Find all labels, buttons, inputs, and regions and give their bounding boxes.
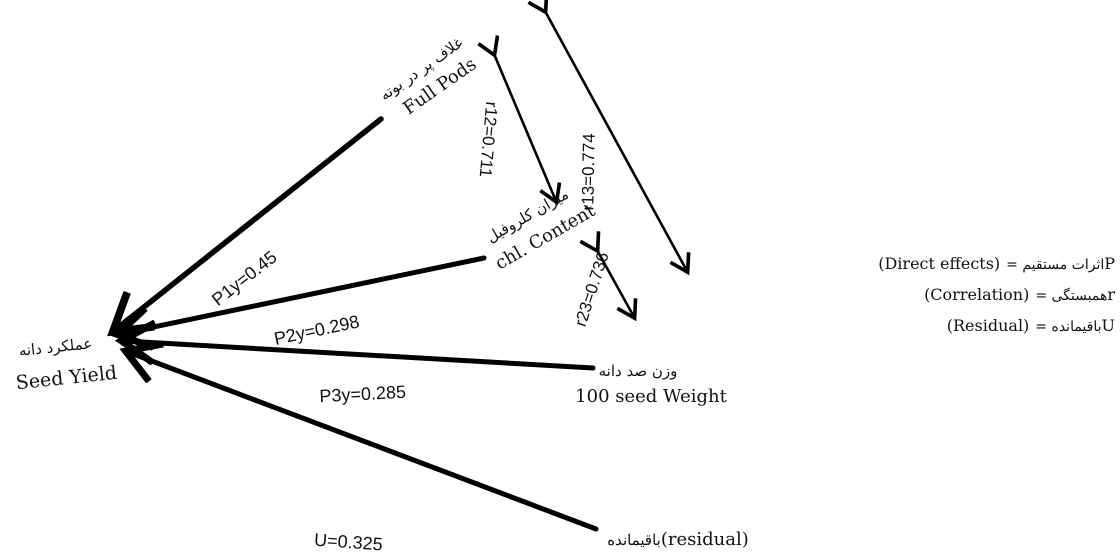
- legend-residual-en: (Residual): [947, 316, 1030, 335]
- legend-residual-fa: = باقیمانده: [1035, 319, 1101, 335]
- legend-residual-key: U: [1102, 316, 1115, 335]
- residual-label-en: (residual): [661, 529, 749, 550]
- r12-label: r12=0.711: [476, 101, 502, 178]
- residual-label: باقیمانده(residual): [607, 529, 749, 550]
- legend-correlation-key: r: [1107, 285, 1115, 304]
- legend-correlation-en: (Correlation): [924, 285, 1029, 304]
- p3y-label: P3y=0.285: [319, 382, 407, 407]
- legend-residual: (Residual) = باقیماندهU: [947, 316, 1115, 335]
- arrow-chl-to-yield: [120, 255, 487, 334]
- seed-weight-label-en: 100 seed Weight: [575, 386, 727, 407]
- arrow-r13: [545, 11, 687, 271]
- legend-direct-effects: (Direct effects) = اثرات مستقیمP: [878, 254, 1115, 273]
- legend-correlation: (Correlation) = همبستگیr: [924, 285, 1115, 304]
- r13-label: r13=0.774: [578, 133, 598, 210]
- legend-correlation-fa: = همبستگی: [1035, 287, 1107, 304]
- arrow-full-pods-to-yield: [115, 116, 384, 330]
- legend-direct-key: P: [1104, 254, 1115, 273]
- residual-label-fa: باقیمانده: [607, 531, 661, 549]
- arrow-residual-to-yield: [128, 352, 599, 532]
- legend-direct-en: (Direct effects): [878, 254, 1000, 273]
- p2y-label: P2y=0.298: [272, 311, 361, 349]
- arrow-r23: [597, 250, 634, 317]
- arrow-seed-weight-to-yield: [124, 341, 596, 371]
- legend-direct-fa: = اثرات مستقیم: [1006, 257, 1104, 273]
- seed-weight-label-fa: وزن صد دانه: [599, 362, 678, 380]
- u-label: U=0.325: [314, 530, 384, 555]
- arrow-r12: [494, 54, 556, 201]
- seed-yield-label-fa: عملکرد دانه: [18, 334, 93, 360]
- seed-yield-label-en: Seed Yield: [15, 362, 118, 394]
- r23-label: r23=0.736: [571, 250, 613, 329]
